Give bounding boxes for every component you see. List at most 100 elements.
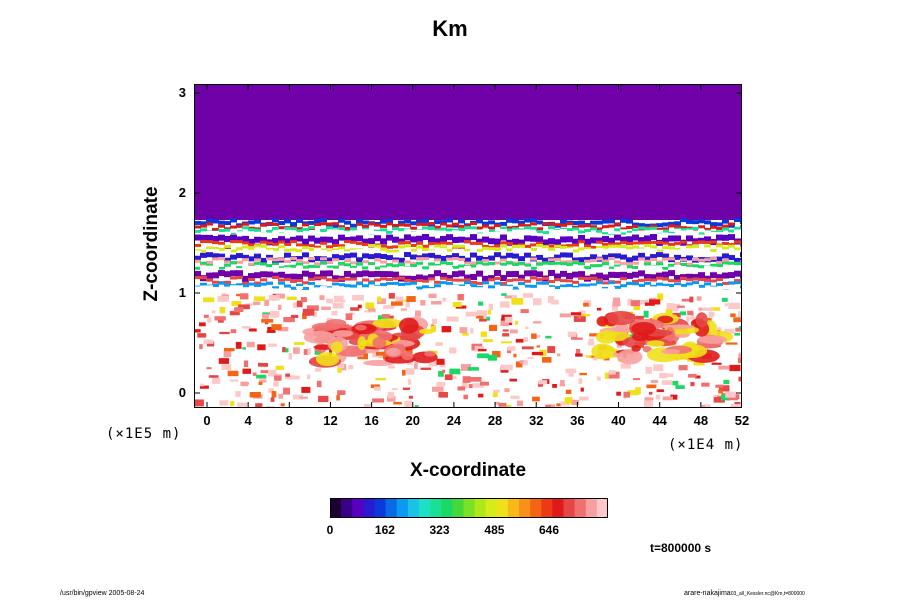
band-cell xyxy=(284,284,291,288)
band-cell xyxy=(554,257,561,261)
band-cell xyxy=(698,219,705,224)
colorbar xyxy=(330,498,608,518)
turbulence-cell xyxy=(588,338,594,346)
turbulence-cell xyxy=(315,368,322,372)
band-cell xyxy=(302,281,309,285)
band-cell xyxy=(392,277,399,281)
band-cell xyxy=(590,220,597,225)
band-cell xyxy=(452,236,459,243)
turbulence-cell xyxy=(524,326,529,330)
band-cell xyxy=(536,227,543,231)
band-cell xyxy=(686,255,693,261)
turbulence-cell xyxy=(452,301,462,308)
band-cell xyxy=(716,232,723,236)
band-cell xyxy=(536,271,543,278)
band-cell xyxy=(608,230,615,234)
band-cell xyxy=(680,240,687,244)
band-cell xyxy=(488,220,495,225)
band-cell xyxy=(404,282,411,286)
band-cell xyxy=(236,276,243,280)
band-cell xyxy=(590,227,597,231)
band-cell xyxy=(278,236,285,243)
turbulence-cell xyxy=(267,326,276,333)
band-cell xyxy=(662,227,669,231)
band-cell xyxy=(614,272,621,279)
turbulence-cell xyxy=(734,401,741,405)
turbulence-cell xyxy=(627,298,633,306)
turbulence-cell xyxy=(675,385,685,389)
turbulence-cell xyxy=(649,297,657,301)
band-cell xyxy=(434,242,441,246)
turbulence-cell xyxy=(734,332,741,336)
band-cell xyxy=(626,246,633,250)
turbulence-cell xyxy=(645,366,652,374)
band-cell xyxy=(632,231,639,235)
turbulence-cell xyxy=(547,346,556,353)
turbulence-cell xyxy=(669,306,679,312)
band-cell xyxy=(254,244,261,248)
band-cell xyxy=(458,244,465,248)
band-cell xyxy=(386,255,393,261)
band-cell xyxy=(728,229,735,233)
colorbar-swatch xyxy=(430,498,442,518)
band-cell xyxy=(194,276,201,280)
band-cell xyxy=(206,246,213,250)
band-cell xyxy=(686,288,693,292)
turbulence-cell xyxy=(708,312,715,317)
turbulence-cell xyxy=(575,348,581,355)
band-cell xyxy=(464,286,471,290)
band-cell xyxy=(278,271,285,278)
band-cell xyxy=(626,230,633,234)
band-cell xyxy=(716,226,723,230)
turbulence-cell xyxy=(735,327,742,332)
band-cell xyxy=(272,276,279,280)
band-cell xyxy=(488,289,495,293)
band-cell xyxy=(512,266,519,272)
band-cell xyxy=(410,254,417,260)
band-cell xyxy=(302,249,309,254)
band-cell xyxy=(392,236,399,243)
band-cell xyxy=(314,248,321,253)
band-cell xyxy=(650,265,657,271)
band-cell xyxy=(278,257,285,261)
band-cell xyxy=(728,249,735,254)
band-cell xyxy=(620,218,627,223)
band-cell xyxy=(242,245,249,249)
band-cell xyxy=(608,266,615,270)
band-cell xyxy=(236,236,243,243)
band-cell xyxy=(638,290,645,294)
turbulence-cell xyxy=(229,379,239,382)
turbulence-cell xyxy=(477,348,487,352)
turbulence-cell xyxy=(678,365,688,371)
band-cell xyxy=(440,249,447,254)
band-cell xyxy=(548,270,555,277)
turbulence-cell xyxy=(661,380,673,385)
turbulence-cell xyxy=(459,327,468,334)
turbulence-cell xyxy=(575,353,583,357)
band-cell xyxy=(338,234,345,241)
band-cell xyxy=(362,220,369,225)
band-cell xyxy=(500,229,507,233)
band-cell xyxy=(320,229,327,233)
band-cell xyxy=(446,255,453,261)
band-cell xyxy=(194,270,201,277)
band-cell xyxy=(470,261,477,265)
turbulence-cell xyxy=(348,365,354,370)
band-cell xyxy=(422,222,429,226)
turbulence-cell xyxy=(657,293,664,301)
band-cell xyxy=(620,271,627,278)
band-cell xyxy=(386,252,393,257)
band-cell xyxy=(368,249,375,254)
band-cell xyxy=(716,234,723,241)
turbulence-cell xyxy=(326,298,334,304)
band-cell xyxy=(416,222,423,226)
band-cell xyxy=(404,252,411,258)
band-cell xyxy=(368,254,375,260)
band-cell xyxy=(680,218,687,223)
band-cell xyxy=(326,231,333,235)
turbulence-cell xyxy=(206,367,212,370)
band-cell xyxy=(356,230,363,234)
turbulence-cell xyxy=(686,316,690,323)
band-cell xyxy=(392,259,399,263)
band-cell xyxy=(674,247,681,251)
